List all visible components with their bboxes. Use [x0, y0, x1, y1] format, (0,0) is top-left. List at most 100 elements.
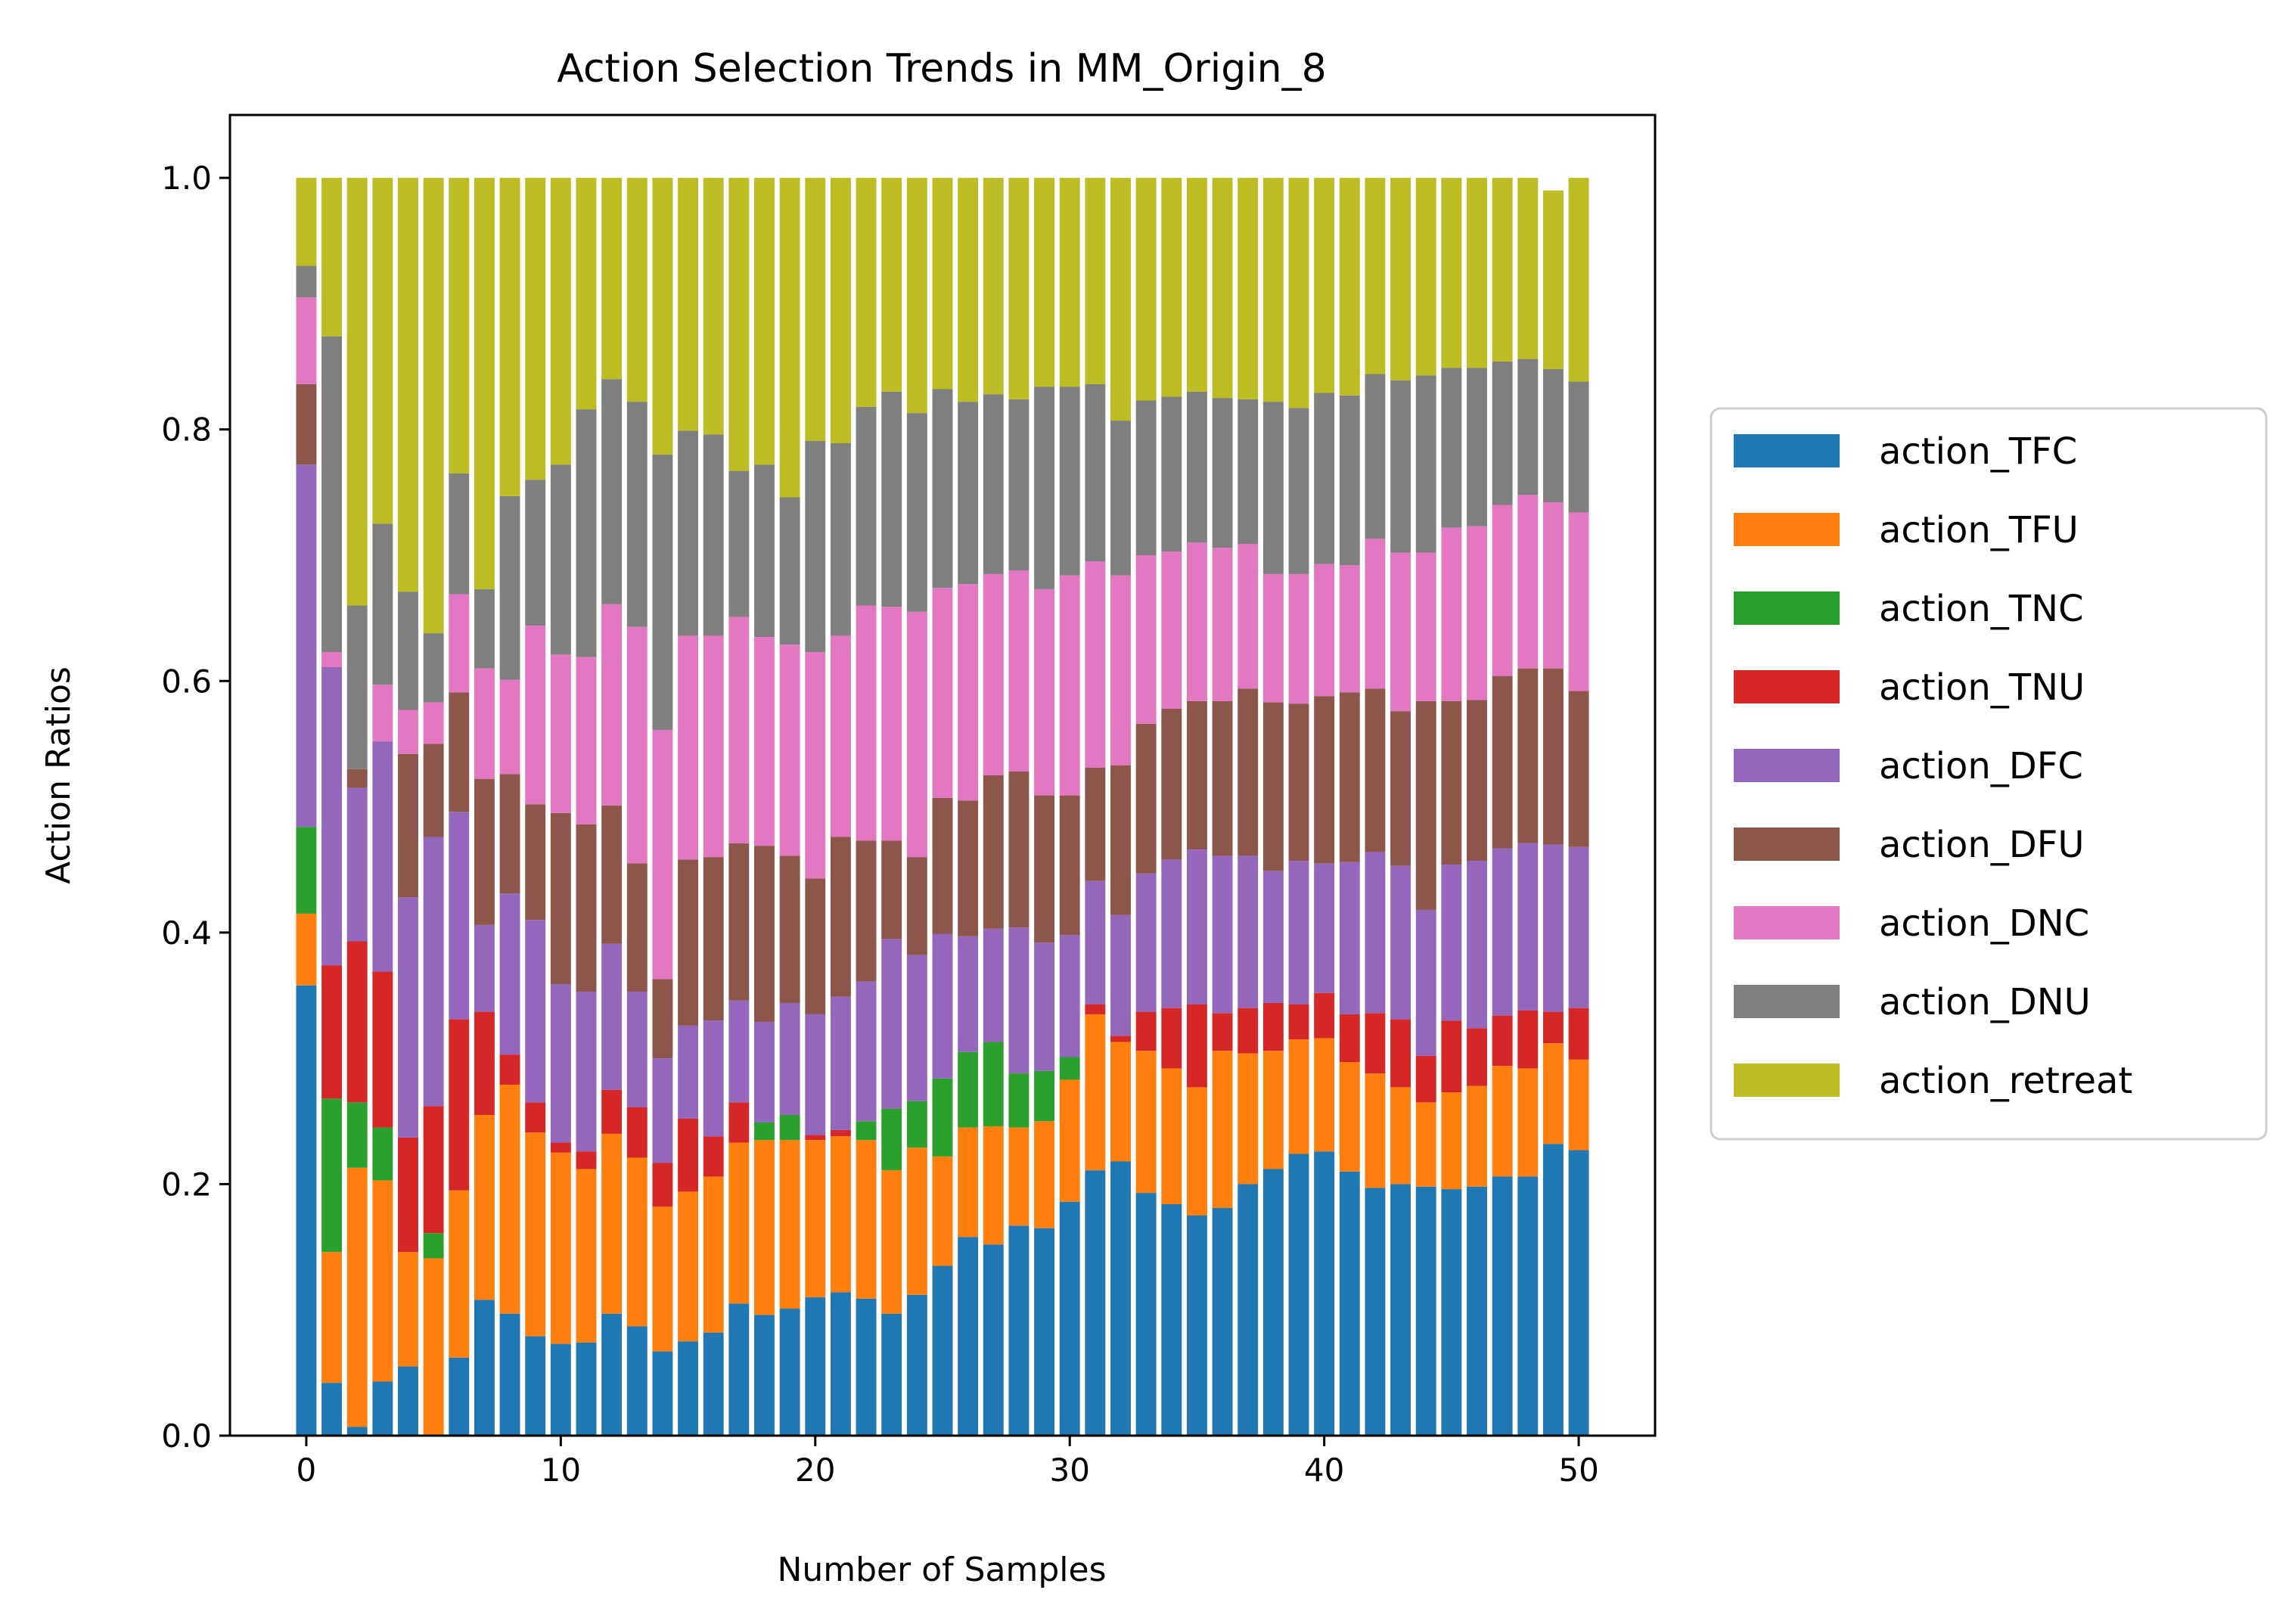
- bar-segment-action-tfc-39: [1288, 1154, 1309, 1436]
- bar-segment-action-tfu-32: [1110, 1042, 1131, 1162]
- bar-segment-action-tfc-15: [678, 1341, 699, 1436]
- bar-segment-action-retreat-27: [983, 178, 1004, 395]
- bar-segment-action-tfc-22: [856, 1298, 877, 1436]
- bar-segment-action-tfc-19: [779, 1309, 800, 1436]
- bar-segment-action-dfc-43: [1390, 865, 1411, 1020]
- bar-segment-action-dnu-18: [754, 464, 775, 638]
- bar-segment-action-retreat-30: [1059, 178, 1080, 387]
- bar-segment-action-dnu-0: [296, 265, 317, 298]
- bar-segment-action-dfc-8: [499, 893, 520, 1055]
- bar-segment-action-tfu-46: [1467, 1085, 1487, 1187]
- bar-segment-action-tfu-8: [499, 1085, 520, 1314]
- bar-segment-action-dnu-9: [525, 480, 546, 626]
- bar-segment-action-dnc-7: [474, 668, 495, 779]
- bar-segment-action-dnu-28: [1008, 399, 1029, 570]
- bar-segment-action-dnu-37: [1238, 399, 1259, 545]
- bar-segment-action-dfc-49: [1542, 844, 1564, 1012]
- bar-segment-action-dnu-22: [856, 406, 877, 606]
- bar-segment-action-dfc-35: [1186, 849, 1207, 1005]
- bar-segment-action-retreat-19: [779, 178, 800, 498]
- bar-segment-action-retreat-4: [398, 178, 418, 592]
- bar-segment-action-dnc-47: [1492, 505, 1513, 676]
- legend-swatch: [1734, 749, 1840, 782]
- bar-segment-action-dnu-36: [1212, 398, 1233, 548]
- bar-segment-action-dnu-41: [1339, 395, 1360, 566]
- legend-swatch: [1734, 592, 1840, 625]
- bar-segment-action-dnc-43: [1390, 552, 1411, 712]
- bar-segment-action-dnc-9: [525, 626, 546, 805]
- bar-segment-action-dfu-7: [474, 778, 495, 925]
- bar-segment-action-tfc-4: [398, 1366, 418, 1436]
- bar-segment-action-dfu-20: [805, 878, 826, 1014]
- bar-segment-action-tnu-48: [1517, 1010, 1539, 1069]
- bar-segment-action-tnu-39: [1288, 1004, 1309, 1040]
- bar-segment-action-dnu-42: [1365, 374, 1386, 539]
- legend-label: action_retreat: [1879, 1060, 2132, 1102]
- bar-segment-action-tfu-13: [626, 1157, 648, 1327]
- bar-segment-action-retreat-0: [296, 178, 317, 266]
- bar-segment-action-dfu-29: [1034, 795, 1055, 943]
- bar-segment-action-dnc-41: [1339, 565, 1360, 693]
- bar-segment-action-tnu-3: [372, 971, 393, 1128]
- bar-segment-action-dnc-5: [423, 702, 444, 744]
- bar-segment-action-tfu-1: [321, 1252, 343, 1383]
- bar-segment-action-tfc-29: [1034, 1228, 1055, 1436]
- bar-segment-action-retreat-47: [1492, 178, 1513, 362]
- bar-segment-action-dnc-10: [550, 654, 571, 813]
- bar-segment-action-tnu-7: [474, 1011, 495, 1115]
- x-axis: 0 10 20 30 40 50: [297, 1436, 1599, 1489]
- bar-segment-action-dnu-31: [1085, 383, 1106, 562]
- y-tick-label: 0.8: [161, 411, 212, 449]
- bar-segment-action-dnu-50: [1568, 381, 1589, 513]
- bar-segment-action-dnu-30: [1059, 387, 1080, 576]
- bar-segment-action-dfc-19: [779, 1002, 800, 1115]
- bar-segment-action-tfu-22: [856, 1140, 877, 1299]
- bar-segment-action-retreat-49: [1542, 190, 1564, 369]
- bar-segment-action-dfc-18: [754, 1021, 775, 1123]
- x-tick-label: 10: [541, 1452, 581, 1489]
- bar-segment-action-dnu-48: [1517, 359, 1539, 495]
- bar-segment-action-tnu-16: [703, 1136, 724, 1177]
- bar-segment-action-dnc-24: [906, 611, 927, 858]
- bar-segment-action-dnu-29: [1034, 387, 1055, 589]
- bar-segment-action-dnu-13: [626, 402, 648, 627]
- bar-segment-action-dnu-6: [449, 473, 470, 595]
- legend-swatch: [1734, 906, 1840, 939]
- legend-label: action_DFC: [1879, 745, 2083, 787]
- bar-segment-action-dnc-17: [728, 616, 750, 843]
- bar-segment-action-retreat-41: [1339, 178, 1360, 396]
- bar-segment-action-tfc-1: [321, 1383, 343, 1436]
- bar-segment-action-tnu-45: [1441, 1020, 1462, 1093]
- bar-segment-action-dfu-40: [1314, 696, 1335, 864]
- bar-segment-action-dfu-6: [449, 692, 470, 812]
- bar-segment-action-tnc-24: [906, 1101, 927, 1148]
- bar-segment-action-dnu-25: [932, 389, 953, 588]
- bar-segment-action-dfc-30: [1059, 935, 1080, 1057]
- y-tick-label: 0.2: [161, 1166, 212, 1203]
- bar-segment-action-dfc-32: [1110, 914, 1131, 1036]
- bar-segment-action-dnc-6: [449, 594, 470, 693]
- bar-segment-action-dnc-33: [1135, 555, 1157, 724]
- bar-segment-action-dnc-38: [1262, 573, 1284, 703]
- legend-swatch: [1734, 434, 1840, 467]
- bar-segment-action-tfu-35: [1186, 1087, 1207, 1216]
- legend-label: action_TFU: [1879, 509, 2079, 551]
- bar-segment-action-dfc-17: [728, 1000, 750, 1103]
- bar-segment-action-dfu-26: [958, 800, 979, 936]
- bar-segment-action-dfu-0: [296, 383, 317, 465]
- bar-segment-action-dfc-39: [1288, 861, 1309, 1005]
- bar-segment-action-dnc-29: [1034, 588, 1055, 796]
- bar-segment-action-dfc-3: [372, 741, 393, 972]
- bar-segment-action-dnu-49: [1542, 368, 1564, 503]
- bar-segment-action-dnc-18: [754, 637, 775, 846]
- bar-segment-action-dnc-42: [1365, 539, 1386, 689]
- legend-label: action_DFU: [1879, 824, 2084, 866]
- bar-segment-action-retreat-20: [805, 178, 826, 441]
- bar-segment-action-tfu-19: [779, 1140, 800, 1309]
- bar-segment-action-tfu-6: [449, 1190, 470, 1358]
- bar-segment-action-tnu-13: [626, 1107, 648, 1158]
- bar-segment-action-retreat-45: [1441, 178, 1462, 368]
- bar-segment-action-dfu-43: [1390, 711, 1411, 866]
- bar-segment-action-dnc-3: [372, 685, 393, 742]
- bar-segment-action-dfc-16: [703, 1020, 724, 1137]
